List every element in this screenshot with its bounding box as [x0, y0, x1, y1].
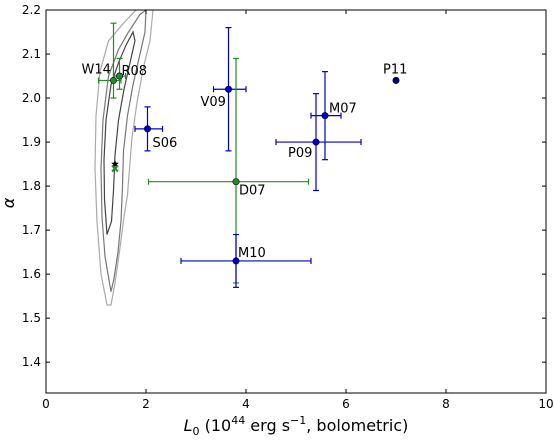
data-markers — [110, 72, 400, 265]
point-m07 — [321, 112, 329, 120]
point-r08 — [116, 72, 124, 80]
point-s06 — [144, 125, 152, 133]
point-label-w14: W14 — [82, 62, 111, 77]
x-axis-label: L0 (1044 erg s−1, bolometric) — [184, 414, 409, 438]
axis-ticks: 0 2 4 6 8 10 1.4 1.5 1.6 1.7 1.8 1.9 2.0 2.1 2.2 — [22, 3, 554, 411]
y-tick-label: 1.4 — [22, 355, 41, 369]
y-axis-label: α — [0, 197, 18, 208]
point-label-m10: M10 — [238, 246, 266, 261]
contour-mid — [100, 10, 147, 292]
x-tick-label: 2 — [142, 397, 150, 411]
point-label-p11: P11 — [383, 62, 407, 77]
y-tick-label: 1.7 — [22, 223, 41, 237]
y-tick-label: 1.6 — [22, 267, 41, 281]
x-tick-label: 6 — [342, 397, 350, 411]
point-p11 — [392, 76, 400, 84]
contour-dark — [103, 30, 136, 235]
point-label-m07: M07 — [329, 102, 357, 117]
cross-marker — [111, 164, 119, 173]
point-label-r08: R08 — [122, 64, 148, 79]
x-tick-label: 4 — [242, 397, 250, 411]
y-tick-label: 2.1 — [22, 47, 41, 61]
y-tick-label: 1.8 — [22, 179, 41, 193]
likelihood-contours — [94, 10, 154, 306]
point-label-d07: D07 — [239, 184, 266, 199]
point-labels: W14 R08 S06 V09 D07 M07 P09 M10 P11 — [82, 62, 408, 260]
point-label-v09: V09 — [201, 95, 226, 110]
x-tick-label: 10 — [538, 397, 553, 411]
point-label-p09: P09 — [288, 146, 312, 161]
x-tick-label: 8 — [442, 397, 450, 411]
y-tick-label: 1.9 — [22, 135, 41, 149]
point-m10 — [232, 257, 240, 265]
y-tick-label: 2.0 — [22, 91, 41, 105]
point-label-s06: S06 — [153, 136, 178, 151]
point-d07 — [232, 178, 240, 186]
point-v09 — [225, 85, 233, 93]
y-tick-label: 1.5 — [22, 311, 41, 325]
y-tick-label: 2.2 — [22, 3, 41, 17]
x-tick-label: 0 — [42, 397, 50, 411]
point-w14 — [110, 76, 118, 84]
contour-light — [94, 10, 154, 306]
plot-frame — [45, 9, 547, 394]
point-p09 — [312, 138, 320, 146]
